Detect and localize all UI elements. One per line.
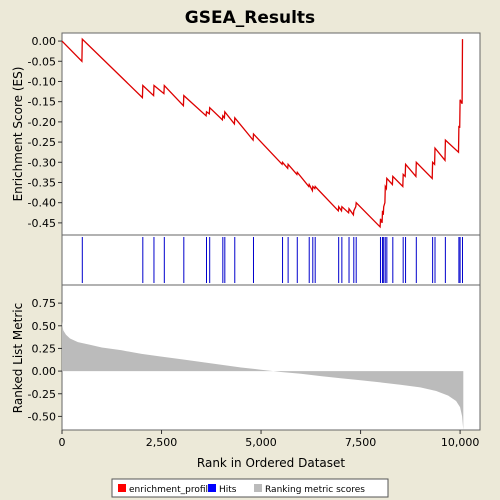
es-y-axis: 0.00 -0.05 -0.10 -0.15 -0.20 -0.25 -0.30 -0.35 -… bbox=[28, 35, 62, 230]
x-tick-label: 7,500 bbox=[345, 436, 377, 449]
es-y-tick-label: -0.20 bbox=[28, 116, 56, 129]
hits-panel bbox=[61, 234, 481, 286]
chart-title: GSEA_Results bbox=[185, 8, 315, 28]
es-y-axis-label: Enrichment Score (ES) bbox=[11, 67, 25, 202]
legend-swatch bbox=[118, 484, 126, 492]
es-y-tick-label: -0.15 bbox=[28, 96, 56, 109]
x-tick-label: 2,500 bbox=[146, 436, 178, 449]
x-tick-label: 0 bbox=[59, 436, 66, 449]
legend-swatch bbox=[208, 484, 216, 492]
metric-y-tick-label: 0.50 bbox=[32, 320, 57, 333]
es-y-tick-label: -0.35 bbox=[28, 176, 56, 189]
es-y-tick-label: -0.10 bbox=[28, 75, 56, 88]
metric-y-tick-label: 0.25 bbox=[32, 342, 57, 355]
x-tick-label: 5,000 bbox=[245, 436, 277, 449]
es-y-tick-label: -0.40 bbox=[28, 197, 56, 210]
ranking-metric-area bbox=[62, 321, 464, 430]
x-axis-label: Rank in Ordered Dataset bbox=[197, 456, 345, 470]
legend-label: Hits bbox=[219, 485, 237, 495]
es-y-tick-label: 0.00 bbox=[32, 35, 57, 48]
legend-box bbox=[111, 478, 389, 498]
metric-y-tick-label: 0.75 bbox=[32, 297, 57, 310]
hits-marks bbox=[81, 237, 463, 283]
metric-y-axis: 0.75 0.50 0.25 0.00 -0.25 -0.50 bbox=[28, 297, 62, 423]
metric-y-tick-label: -0.50 bbox=[28, 410, 56, 423]
x-axis: 0 2,500 5,000 7,500 10,000 bbox=[59, 430, 480, 449]
metric-y-axis-label: Ranked List Metric bbox=[11, 303, 25, 413]
es-y-tick-label: -0.30 bbox=[28, 156, 56, 169]
legend-label: Ranking metric scores bbox=[265, 485, 365, 495]
es-y-tick-label: -0.05 bbox=[28, 55, 56, 68]
legend-label: enrichment_profile bbox=[129, 485, 214, 495]
es-y-tick-label: -0.25 bbox=[28, 136, 56, 149]
legend-swatch bbox=[254, 484, 262, 492]
metric-y-tick-label: 0.00 bbox=[32, 365, 57, 378]
enrichment-profile-line bbox=[61, 37, 464, 229]
es-y-tick-label: -0.45 bbox=[28, 217, 56, 230]
x-tick-label: 10,000 bbox=[441, 436, 480, 449]
metric-y-tick-label: -0.25 bbox=[28, 388, 56, 401]
es-panel bbox=[61, 32, 481, 236]
legend: enrichment_profile Hits Ranking metric sco… bbox=[118, 484, 365, 495]
